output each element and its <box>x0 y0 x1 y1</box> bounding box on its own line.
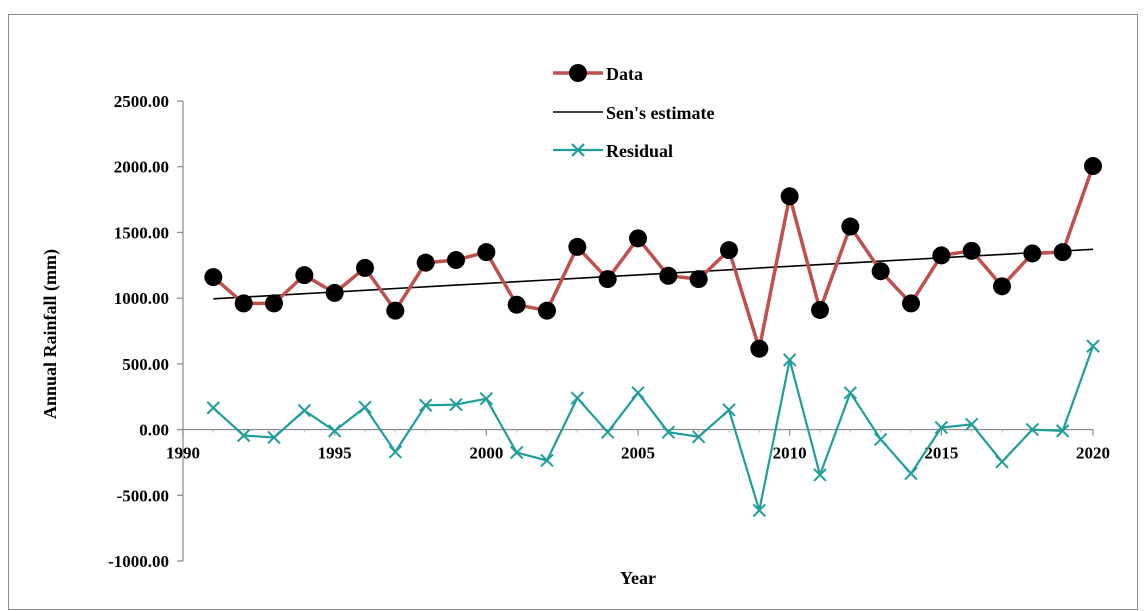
residual-point <box>570 391 585 405</box>
data-point <box>629 229 647 248</box>
residual-point <box>873 432 888 447</box>
legend-data-swatch-marker <box>569 64 587 82</box>
data-point <box>386 301 405 320</box>
data-point <box>841 217 860 236</box>
x-tick-label: 2005 <box>621 444 655 463</box>
data-point <box>507 295 526 314</box>
y-tick-label: 0.00 <box>139 421 169 440</box>
data-point <box>1023 244 1042 263</box>
data-point <box>234 294 253 313</box>
data-point <box>416 253 435 272</box>
y-tick-labels: 2500.00 2000.00 1500.00 1000.00 500.00 0.00 -5… <box>108 92 169 571</box>
residual-point <box>600 425 615 439</box>
data-point <box>1053 243 1072 262</box>
legend-residual-swatch-marker <box>571 143 585 157</box>
residual-point <box>358 400 372 414</box>
data-point <box>1084 157 1102 176</box>
residual-point <box>479 391 494 406</box>
axes <box>177 100 1094 562</box>
x-tick-label: 2000 <box>469 444 503 463</box>
x-tick-label: 2020 <box>1076 444 1110 463</box>
data-point <box>932 246 951 265</box>
data-point <box>871 262 890 281</box>
series-layer <box>204 157 1102 518</box>
residual-point <box>782 353 797 367</box>
legend-sens-label: Sen's estimate <box>606 103 714 123</box>
residual-point <box>934 420 949 435</box>
data-point <box>993 277 1011 296</box>
x-axis-title: Year <box>620 568 656 588</box>
data-point <box>962 241 981 260</box>
y-tick-label: 2000.00 <box>114 158 169 177</box>
data-point <box>659 266 678 285</box>
residual-point <box>418 398 433 412</box>
data-point <box>811 300 829 319</box>
y-tick-label: 1000.00 <box>114 289 169 308</box>
legend-data-label: Data <box>606 64 643 84</box>
y-axis-title: Annual Rainfall (mm) <box>40 249 61 419</box>
data-point <box>689 270 708 289</box>
residual-point <box>995 455 1009 469</box>
residual-point <box>449 397 463 412</box>
data-point <box>568 237 587 256</box>
residual-point <box>1055 424 1070 438</box>
legend-residual-label: Residual <box>606 141 673 161</box>
y-tick-label: -1000.00 <box>108 552 169 571</box>
data-point <box>295 266 314 285</box>
data-point <box>750 339 769 358</box>
residual-point <box>509 445 524 460</box>
data-point <box>356 258 374 277</box>
residual-point <box>752 503 767 518</box>
residual-point <box>964 417 979 432</box>
residual-point <box>236 428 251 443</box>
residual-point <box>297 403 312 418</box>
data-point <box>780 187 799 206</box>
residual-point <box>540 453 554 468</box>
residual-point <box>813 468 827 482</box>
residual-point <box>691 430 706 444</box>
data-point <box>265 294 283 313</box>
series-residual <box>206 339 1100 518</box>
residual-point <box>843 386 858 400</box>
residual-point <box>206 401 221 415</box>
residual-point <box>267 430 281 445</box>
data-point <box>598 270 617 289</box>
residual-point <box>904 466 918 481</box>
data-point <box>447 251 465 270</box>
y-tick-label: -500.00 <box>117 486 169 505</box>
x-tick-label: 1990 <box>166 444 200 463</box>
x-tick-label: 2010 <box>773 444 807 463</box>
data-point <box>902 294 920 313</box>
legend: Data Sen's estimate Residual <box>553 64 714 161</box>
residual-point <box>327 424 342 438</box>
y-tick-label: 500.00 <box>122 355 169 374</box>
data-point <box>720 241 738 260</box>
residual-point <box>1025 422 1040 437</box>
data-point <box>325 283 344 302</box>
x-tick-labels: 1990 1995 2000 2005 2010 2015 2020 <box>166 444 1110 463</box>
chart-frame <box>8 14 1138 610</box>
y-tick-label: 1500.00 <box>114 223 169 242</box>
y-tick-label: 2500.00 <box>114 92 169 111</box>
series-line-residual <box>212 345 1095 512</box>
x-tick-label: 2015 <box>924 444 958 463</box>
residual-point <box>722 403 736 417</box>
residual-point <box>388 445 403 459</box>
data-point <box>538 301 556 320</box>
data-point <box>204 268 223 287</box>
series-data <box>204 157 1102 358</box>
residual-point <box>661 425 676 439</box>
residual-point <box>1086 339 1100 353</box>
residual-point <box>631 386 645 400</box>
x-tick-label: 1995 <box>318 444 352 463</box>
data-point <box>477 243 496 262</box>
